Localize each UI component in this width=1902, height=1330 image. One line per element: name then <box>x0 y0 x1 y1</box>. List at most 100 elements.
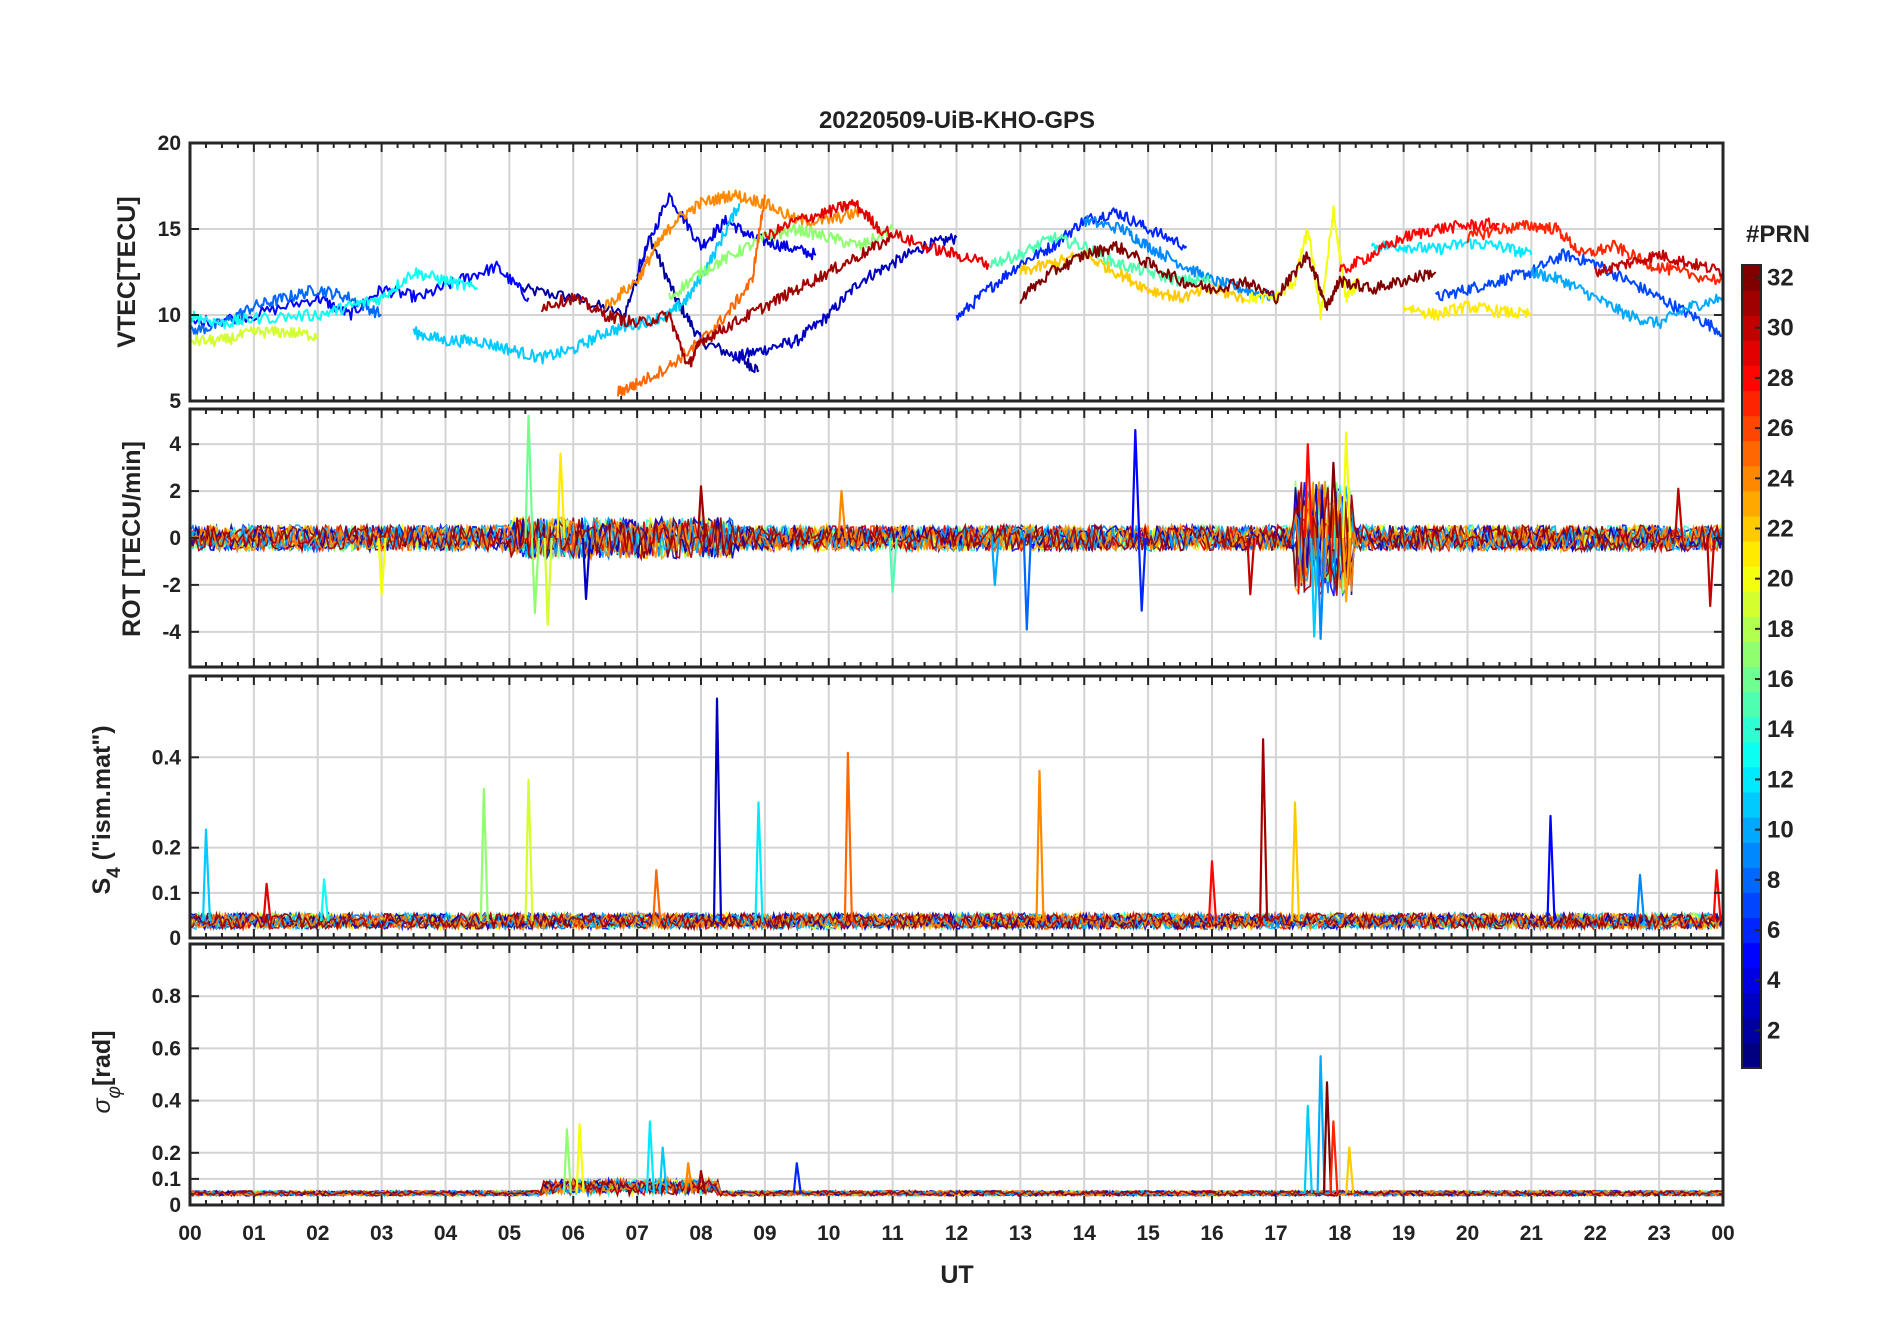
panel-frame <box>188 407 1725 669</box>
vtec-line-prn-5 <box>190 260 530 329</box>
colorbar-segment <box>1742 591 1761 617</box>
panel-frame <box>188 942 1725 1207</box>
ylabel-s4-s: S <box>88 878 116 895</box>
colorbar-segment <box>1742 515 1761 542</box>
y-tick-label: 0 <box>169 927 181 950</box>
spike-prn-20 <box>575 1123 585 1194</box>
noise-trace-prn-10 <box>190 910 1723 932</box>
x-tick-label: 15 <box>1136 1222 1160 1245</box>
colorbar-tick-label: 18 <box>1767 616 1794 643</box>
x-tick-label: 12 <box>945 1222 968 1245</box>
spike-prn-12 <box>645 1120 655 1194</box>
x-tick-label: 10 <box>817 1222 840 1245</box>
ylabel-s4: S4 ("ism.mat") <box>88 725 125 894</box>
spike-prn-30 <box>1246 537 1256 596</box>
spike-prn-25 <box>843 751 853 922</box>
plot-lines <box>190 697 1723 932</box>
spike-prn-9 <box>1635 873 1646 922</box>
panel-frame <box>188 674 1725 940</box>
spike-prn-3 <box>712 697 723 922</box>
plot-lines <box>190 414 1723 640</box>
colorbar-segment <box>1742 1042 1761 1069</box>
spike-prn-31 <box>696 1170 707 1194</box>
colorbar-segment <box>1742 867 1761 893</box>
vtec-line-prn-7 <box>1434 248 1723 337</box>
spike-prn-24 <box>1035 769 1045 922</box>
colorbar-segment <box>1742 666 1761 693</box>
colorbar-tick-label: 20 <box>1767 566 1794 593</box>
spike-prn-21 <box>556 452 566 539</box>
y-tick-label: 0.8 <box>152 985 182 1008</box>
spike-prn-27 <box>1329 1120 1339 1194</box>
colorbar-segment <box>1742 490 1761 517</box>
spike-prn-15 <box>888 537 898 593</box>
spike-prn-30 <box>1674 487 1684 539</box>
colorbar-tick-label: 30 <box>1767 315 1794 342</box>
colorbar-segment <box>1742 566 1761 592</box>
y-tick-label: 0.1 <box>152 1168 182 1191</box>
colorbar-segment <box>1742 942 1761 969</box>
vtec-line-prn-27 <box>1466 219 1723 286</box>
y-tick-label: 5 <box>169 390 181 413</box>
x-tick-label: 02 <box>306 1222 329 1245</box>
spike-prn-30 <box>1706 537 1716 608</box>
colorbar-tick-label: 14 <box>1767 716 1794 743</box>
vtec-line-prn-28 <box>1338 217 1500 274</box>
spike-prn-31 <box>696 485 707 539</box>
spike-prn-17 <box>530 537 540 615</box>
spike-prn-3 <box>581 537 592 601</box>
colorbar-tick-label: 26 <box>1767 415 1794 442</box>
spike-prn-11 <box>1310 537 1320 638</box>
x-axis-label: UT <box>940 1261 973 1289</box>
x-tick-label: 13 <box>1009 1222 1032 1245</box>
y-tick-label: 0.2 <box>152 1142 181 1165</box>
vtec-line-prn-11 <box>412 203 741 365</box>
vtec-line-prn-17 <box>668 223 894 300</box>
x-tick-label: 01 <box>242 1222 266 1245</box>
spike-prn-23 <box>1342 537 1352 603</box>
y-tick-label: 0.4 <box>152 746 182 769</box>
colorbar-tick-label: 22 <box>1767 515 1794 542</box>
ylabel-s4-sub: 4 <box>104 867 125 878</box>
vtec-line-prn-19 <box>190 325 319 347</box>
ylabel-s4-rest: ("ism.mat") <box>88 725 116 867</box>
x-tick-label: 08 <box>689 1222 713 1245</box>
spike-prn-19 <box>543 537 553 626</box>
noise-trace-prn-10 <box>190 485 1723 595</box>
spike-prn-17 <box>479 787 489 922</box>
spike-prn-5 <box>1131 429 1141 539</box>
x-tick-label: 05 <box>498 1222 522 1245</box>
vtec-line-prn-9 <box>1083 215 1277 302</box>
x-tick-label: 16 <box>1200 1222 1223 1245</box>
colorbar-segment <box>1742 465 1761 492</box>
ylabel-vtec: VTEC[TECU] <box>113 196 141 347</box>
spike-prn-12 <box>754 801 764 922</box>
colorbar-segment <box>1742 892 1761 919</box>
panel-sigma-phi: 0 0.1 0.2 0.4 0.6 0.8 <box>152 942 1725 1217</box>
spike-prn-20 <box>1342 431 1352 539</box>
spike-prn-19 <box>524 778 534 922</box>
spike-prn-28 <box>1712 869 1722 922</box>
colorbar-segment <box>1742 741 1761 768</box>
x-tick-label: 23 <box>1647 1222 1670 1245</box>
x-tick-label: 00 <box>178 1222 201 1245</box>
x-tick-label: 14 <box>1073 1222 1097 1245</box>
x-tick-label: 17 <box>1264 1222 1287 1245</box>
ylabel-sigma-phi: σφ[rad] <box>88 1030 125 1113</box>
spike-prn-11 <box>1303 1104 1313 1194</box>
colorbar-tick-label: 2 <box>1767 1017 1780 1044</box>
x-tick-label: 07 <box>625 1222 648 1245</box>
colorbar-segment <box>1742 340 1761 366</box>
y-tick-label: -4 <box>162 621 181 644</box>
colorbar-segment <box>1742 315 1761 341</box>
spike-prn-25 <box>652 869 662 922</box>
spike-prn-28 <box>1303 443 1313 539</box>
colorbar-segment <box>1742 992 1761 1019</box>
y-tick-label: 4 <box>169 433 181 456</box>
y-tick-label: 15 <box>158 218 182 241</box>
spike-prn-28 <box>1207 860 1218 922</box>
y-tick-label: 0.4 <box>152 1090 182 1113</box>
vtec-line-prn-12 <box>1370 238 1533 258</box>
x-tick-label: 18 <box>1328 1222 1352 1245</box>
